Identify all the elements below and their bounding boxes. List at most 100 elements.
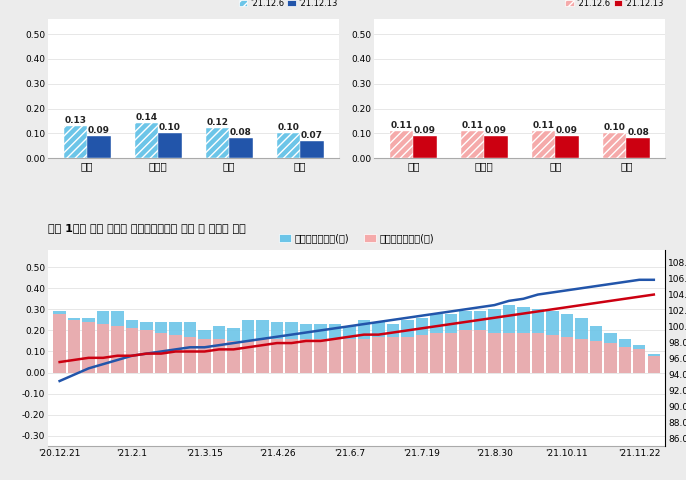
Bar: [257, 339, 269, 372]
Bar: [590, 341, 602, 372]
Bar: [242, 341, 255, 372]
Bar: [111, 326, 123, 372]
Bar: [82, 322, 95, 372]
Text: 0.09: 0.09: [88, 126, 110, 135]
Bar: [503, 305, 515, 372]
Bar: [546, 312, 558, 372]
Bar: [314, 324, 327, 372]
Bar: [198, 339, 211, 372]
Text: 0.08: 0.08: [627, 128, 649, 137]
Bar: [474, 330, 486, 372]
Bar: [126, 328, 139, 372]
Bar: [488, 309, 501, 372]
Bar: [300, 324, 312, 372]
Bar: [532, 333, 544, 372]
Bar: [590, 326, 602, 372]
Text: 0.12: 0.12: [206, 119, 228, 127]
Bar: [430, 333, 442, 372]
Bar: [372, 337, 385, 372]
Bar: [517, 333, 530, 372]
Bar: [184, 337, 196, 372]
Text: 0.09: 0.09: [485, 126, 507, 135]
Text: 0.13: 0.13: [64, 116, 86, 125]
Text: 0.11: 0.11: [390, 121, 412, 130]
Bar: [343, 326, 355, 372]
Bar: [560, 337, 573, 372]
Text: 0.09: 0.09: [556, 126, 578, 135]
Bar: [206, 128, 229, 158]
Bar: [401, 320, 414, 372]
Bar: [556, 136, 579, 158]
Bar: [517, 307, 530, 372]
Bar: [633, 349, 646, 372]
Text: 0.10: 0.10: [278, 123, 299, 132]
Bar: [575, 318, 587, 372]
Bar: [459, 330, 471, 372]
Text: 최근 1년간 전국 아파트 매매ㆍ전세가격 지수 및 변동률 추이: 최근 1년간 전국 아파트 매매ㆍ전세가격 지수 및 변동률 추이: [48, 223, 246, 233]
Bar: [87, 136, 110, 158]
Bar: [484, 136, 508, 158]
Text: 0.09: 0.09: [414, 126, 436, 135]
Bar: [603, 133, 626, 158]
Bar: [461, 131, 484, 158]
Bar: [390, 131, 413, 158]
Legend: ’21.12.6, ’21.12.13: ’21.12.6, ’21.12.13: [236, 0, 341, 11]
Bar: [126, 320, 139, 372]
Bar: [54, 313, 66, 372]
Bar: [97, 312, 109, 372]
Text: 0.10: 0.10: [159, 123, 181, 132]
Bar: [445, 313, 457, 372]
Bar: [387, 324, 399, 372]
Text: 0.14: 0.14: [135, 113, 158, 122]
Bar: [648, 356, 660, 372]
Bar: [459, 312, 471, 372]
Bar: [169, 335, 182, 372]
Bar: [343, 339, 355, 372]
Bar: [401, 337, 414, 372]
Bar: [111, 312, 123, 372]
Bar: [229, 138, 252, 158]
Bar: [141, 330, 153, 372]
Bar: [242, 320, 255, 372]
Bar: [68, 320, 80, 372]
Bar: [604, 333, 617, 372]
Bar: [532, 131, 556, 158]
Bar: [271, 322, 283, 372]
Bar: [430, 313, 442, 372]
Bar: [445, 333, 457, 372]
Bar: [155, 322, 167, 372]
Bar: [358, 320, 370, 372]
Bar: [532, 309, 544, 372]
Bar: [546, 335, 558, 372]
Text: 0.11: 0.11: [532, 121, 554, 130]
Bar: [387, 337, 399, 372]
Bar: [97, 324, 109, 372]
Bar: [575, 339, 587, 372]
Bar: [372, 322, 385, 372]
Bar: [134, 123, 158, 158]
Bar: [358, 339, 370, 372]
Bar: [648, 354, 660, 372]
Bar: [329, 324, 341, 372]
Bar: [271, 339, 283, 372]
Bar: [285, 339, 298, 372]
Bar: [169, 322, 182, 372]
Text: 0.10: 0.10: [604, 123, 626, 132]
Bar: [158, 133, 182, 158]
Legend: 매매가격변동률(좌), 전세가격변동률(좌): 매매가격변동률(좌), 전세가격변동률(좌): [275, 229, 438, 247]
Bar: [626, 138, 650, 158]
Bar: [488, 333, 501, 372]
Text: 0.07: 0.07: [301, 131, 323, 140]
Bar: [503, 333, 515, 372]
Bar: [474, 312, 486, 372]
Bar: [329, 339, 341, 372]
Bar: [285, 322, 298, 372]
Bar: [213, 326, 225, 372]
Bar: [633, 345, 646, 372]
Legend: ’21.12.6, ’21.12.13: ’21.12.6, ’21.12.13: [562, 0, 667, 11]
Bar: [227, 328, 239, 372]
Text: 0.11: 0.11: [462, 121, 484, 130]
Text: 0.08: 0.08: [230, 128, 252, 137]
Bar: [416, 318, 428, 372]
Bar: [155, 333, 167, 372]
